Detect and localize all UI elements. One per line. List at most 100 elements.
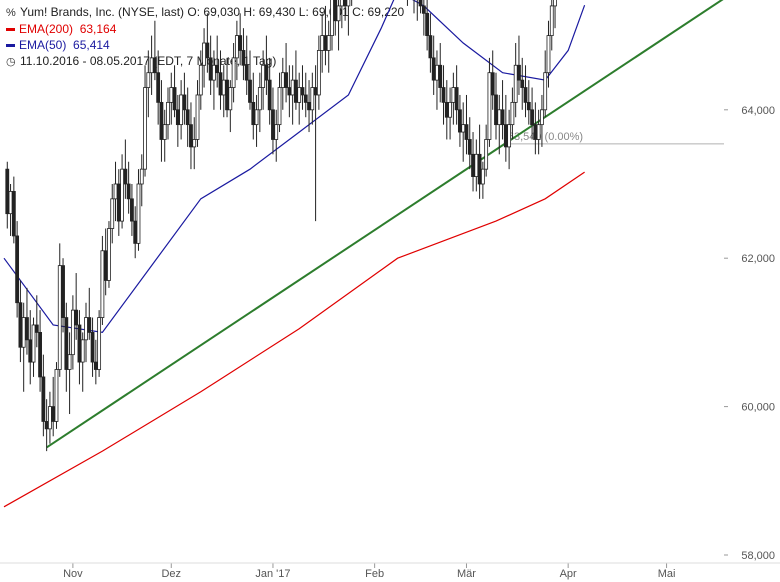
candle-body [336, 5, 341, 22]
candle [221, 65, 226, 118]
candle-body [520, 79, 525, 88]
candle [536, 109, 541, 155]
candle [467, 117, 472, 170]
candle-body [74, 309, 79, 326]
candle [25, 287, 29, 355]
candle-body [21, 317, 26, 348]
candle-body [267, 79, 272, 111]
candle [294, 50, 298, 110]
x-tick-label: Feb [365, 568, 384, 580]
candle [234, 20, 239, 81]
candle [280, 57, 285, 110]
y-tick-label: 64,000 [741, 105, 775, 117]
candle-body [290, 79, 295, 96]
ema200-value: 63,164 [79, 22, 117, 36]
candle [326, 20, 331, 73]
candle [310, 72, 315, 125]
candle-body [503, 124, 508, 148]
candle-body [202, 42, 206, 66]
ema50-line [3, 0, 586, 334]
candle [107, 221, 111, 288]
candle-body [536, 124, 541, 140]
candle-body [484, 139, 489, 170]
candle-body [497, 109, 502, 126]
candle [100, 235, 105, 325]
candle-body [48, 406, 52, 430]
candle [156, 50, 161, 125]
candle-body [300, 87, 305, 96]
candle [454, 65, 459, 125]
candle-body [471, 153, 475, 177]
candle [54, 362, 59, 429]
candle [271, 87, 275, 155]
candle-body [166, 101, 170, 126]
candle [480, 161, 485, 199]
candle-body [205, 42, 210, 59]
candle [198, 50, 203, 110]
candle-body [261, 64, 266, 88]
candle [428, 13, 433, 73]
candle [205, 13, 210, 73]
candle [441, 65, 446, 125]
candle-body [339, 0, 344, 7]
candle [471, 132, 475, 192]
candle-body [198, 64, 203, 96]
candle [513, 43, 518, 118]
ema200-swatch [6, 28, 15, 32]
candle-body [480, 168, 485, 185]
candle-body [143, 87, 147, 170]
legend-ema200: EMA(200) 63,164 [6, 22, 116, 36]
candle [406, 0, 408, 6]
candle [316, 35, 321, 110]
candle-body [113, 183, 118, 200]
candle-body [97, 317, 102, 370]
candle [254, 94, 259, 147]
candle [477, 124, 482, 199]
candle-body [333, 0, 338, 22]
candle [500, 80, 505, 140]
candle [303, 72, 308, 118]
candle-body [277, 87, 282, 126]
ema200-line [3, 171, 585, 508]
candle [323, 5, 328, 66]
candle [451, 72, 456, 125]
candle-body [513, 64, 518, 103]
candle-body [179, 94, 184, 126]
candle-body [523, 87, 528, 103]
candle [503, 94, 508, 162]
candle [67, 332, 72, 415]
candle [15, 221, 20, 318]
candle-body [189, 124, 193, 148]
candle-body [159, 101, 164, 140]
candle [330, 0, 334, 51]
candle [241, 28, 246, 81]
candle [195, 80, 200, 147]
candle-body [546, 35, 551, 74]
candle [123, 139, 128, 199]
candle-body [313, 87, 318, 96]
ema50-value: 65,414 [73, 38, 110, 52]
candle-body [435, 64, 439, 81]
candle-body [244, 64, 249, 81]
candle [421, 0, 426, 36]
candle-body [110, 198, 115, 229]
clock-icon: ◷ [6, 56, 16, 68]
candle-body [218, 72, 223, 96]
candle-body [136, 183, 141, 244]
candle [5, 161, 10, 229]
candle-body [133, 220, 138, 244]
candle-body [51, 406, 56, 422]
candle [431, 35, 436, 95]
candle-body [303, 94, 308, 103]
candle-body [346, 0, 351, 7]
candle-body [444, 101, 449, 118]
candle [110, 184, 115, 244]
candle [166, 87, 170, 140]
candle-body [61, 265, 65, 318]
candle-body [162, 124, 167, 140]
candle-body [34, 324, 39, 333]
ema200-label: EMA(200) [19, 22, 74, 36]
candle [530, 87, 534, 140]
candle [162, 109, 167, 162]
